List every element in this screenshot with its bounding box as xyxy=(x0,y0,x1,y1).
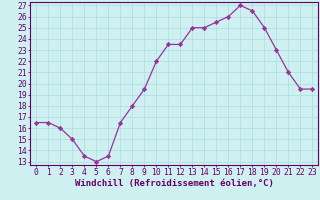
X-axis label: Windchill (Refroidissement éolien,°C): Windchill (Refroidissement éolien,°C) xyxy=(75,179,274,188)
